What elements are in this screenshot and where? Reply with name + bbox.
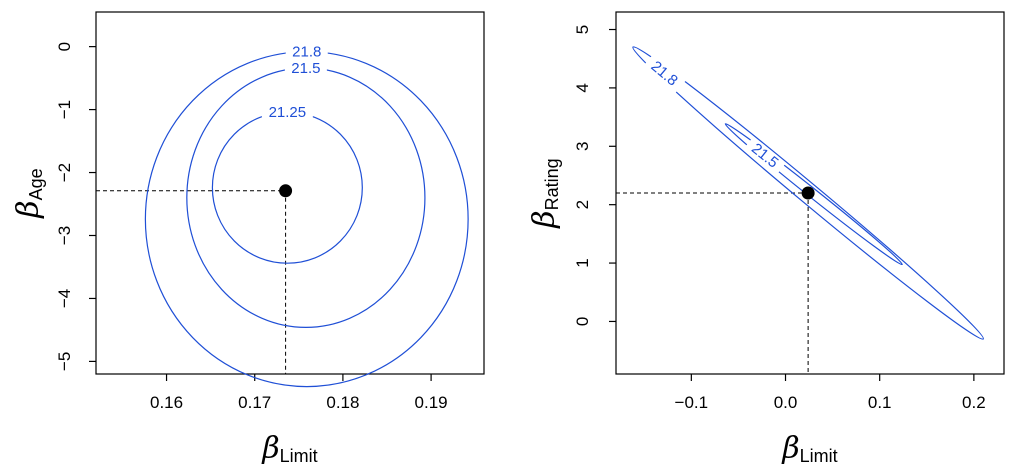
x-axis-label-symbol: β [781, 431, 799, 466]
x-tick-label: 0.0 [774, 393, 798, 412]
contour-label-background [743, 135, 788, 176]
y-tick-label: 0 [55, 42, 74, 51]
x-tick-label: 0.17 [238, 393, 271, 412]
y-tick-label: −2 [55, 163, 74, 182]
y-tick-label: 0 [573, 317, 592, 326]
contour-21.8 [144, 51, 469, 388]
x-tick-label: −0.1 [675, 393, 709, 412]
y-axis-label-symbol: β [11, 200, 46, 218]
x-axis-label: βLimit [261, 431, 317, 466]
y-tick-label: −5 [55, 352, 74, 371]
x-axis-label: βLimit [781, 431, 837, 466]
left-panel-age-vs-limit: 0.16 0.17 0.18 0.190−1−2−3−4−5βLimitβAge21.… [11, 11, 485, 466]
y-tick-label: 4 [573, 83, 592, 92]
y-axis-label: βRating [527, 158, 562, 228]
contour-label-background [284, 59, 327, 78]
contour-label-background [642, 52, 687, 94]
y-tick-label: 2 [573, 200, 592, 209]
x-axis-label-symbol: β [261, 431, 279, 466]
contour-label: 21.5 [291, 60, 320, 77]
y-tick-label: −3 [55, 226, 74, 245]
contour-label-background [285, 42, 328, 61]
y-tick-label: 1 [573, 258, 592, 267]
y-axis-label-subscript: Age [26, 168, 46, 200]
contour-label: 21.8 [292, 44, 321, 61]
least-squares-point [279, 184, 293, 198]
x-tick-label: 0.1 [868, 393, 892, 412]
plot-frame [95, 11, 485, 375]
y-tick-label: 3 [573, 142, 592, 151]
y-axis-label: βAge [11, 168, 46, 218]
x-tick-label: 0.18 [326, 393, 359, 412]
x-tick-label: 0.16 [150, 393, 183, 412]
contour-label-background [261, 103, 313, 122]
x-tick-label: 0.19 [415, 393, 448, 412]
y-tick-label: −1 [55, 100, 74, 119]
y-tick-label: −4 [55, 289, 74, 308]
least-squares-point [801, 186, 815, 200]
x-tick-label: 0.2 [962, 393, 986, 412]
contour-label: 21.25 [269, 104, 307, 121]
x-axis-label-subscript: Limit [280, 446, 318, 466]
y-axis-label-subscript: Rating [542, 158, 562, 210]
x-axis-label-subscript: Limit [800, 446, 838, 466]
y-tick-label: 5 [573, 25, 592, 34]
contour-21.8 [632, 46, 985, 340]
y-axis-label-symbol: β [527, 210, 562, 228]
